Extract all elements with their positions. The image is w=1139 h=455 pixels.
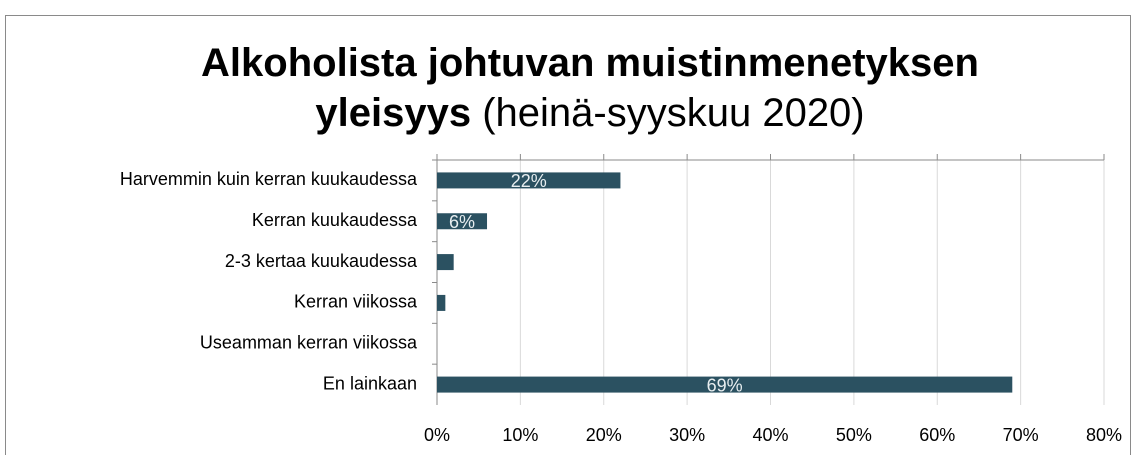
y-tick-label: 2-3 kertaa kuukaudessa bbox=[225, 251, 418, 271]
x-tick-label: 40% bbox=[752, 425, 788, 445]
chart-title: Alkoholista johtuvan muistinmenetyksen y… bbox=[201, 41, 979, 135]
x-tick-label: 50% bbox=[836, 425, 872, 445]
bar bbox=[437, 172, 621, 189]
value-label: 6% bbox=[449, 212, 475, 232]
y-tick-label: Harvemmin kuin kerran kuukaudessa bbox=[120, 169, 418, 189]
bar bbox=[437, 213, 488, 230]
chart-title-block: Alkoholista johtuvan muistinmenetyksen y… bbox=[150, 38, 1030, 138]
x-tick-label: 20% bbox=[586, 425, 622, 445]
bar bbox=[437, 294, 446, 311]
y-tick-label: Kerran kuukaudessa bbox=[252, 210, 418, 230]
x-tick-label: 70% bbox=[1003, 425, 1039, 445]
bar bbox=[437, 376, 1013, 393]
y-tick-label: Useamman kerran viikossa bbox=[200, 333, 418, 353]
x-tick-label: 10% bbox=[502, 425, 538, 445]
value-label: 69% bbox=[707, 375, 743, 395]
y-tick-label: En lainkaan bbox=[323, 373, 417, 393]
x-tick-label: 0% bbox=[424, 425, 450, 445]
bar bbox=[437, 254, 454, 271]
y-tick-label: Kerran viikossa bbox=[294, 292, 418, 312]
x-tick-label: 60% bbox=[919, 425, 955, 445]
x-tick-label: 30% bbox=[669, 425, 705, 445]
x-tick-label: 80% bbox=[1086, 425, 1122, 445]
chart-frame bbox=[5, 15, 1131, 455]
chart-subtitle: (heinä-syyskuu 2020) bbox=[482, 91, 865, 135]
value-label: 22% bbox=[511, 171, 547, 191]
